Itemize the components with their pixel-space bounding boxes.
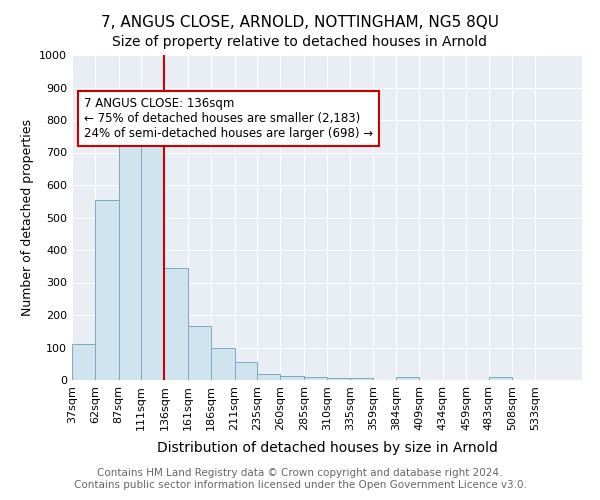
Bar xyxy=(327,378,350,380)
Bar xyxy=(396,378,419,380)
Bar xyxy=(188,326,211,380)
Text: Size of property relative to detached houses in Arnold: Size of property relative to detached ho… xyxy=(113,35,487,49)
X-axis label: Distribution of detached houses by size in Arnold: Distribution of detached houses by size … xyxy=(157,441,497,455)
Text: 7, ANGUS CLOSE, ARNOLD, NOTTINGHAM, NG5 8QU: 7, ANGUS CLOSE, ARNOLD, NOTTINGHAM, NG5 … xyxy=(101,15,499,30)
Bar xyxy=(280,376,304,380)
Bar xyxy=(164,268,188,380)
Bar xyxy=(257,374,280,380)
Bar xyxy=(304,377,327,380)
Bar xyxy=(235,362,257,380)
Bar xyxy=(72,344,95,380)
Bar xyxy=(350,378,373,380)
Text: 7 ANGUS CLOSE: 136sqm
← 75% of detached houses are smaller (2,183)
24% of semi-d: 7 ANGUS CLOSE: 136sqm ← 75% of detached … xyxy=(84,97,373,140)
Y-axis label: Number of detached properties: Number of detached properties xyxy=(20,119,34,316)
Bar xyxy=(141,130,164,380)
Bar xyxy=(119,128,141,380)
Text: Contains HM Land Registry data © Crown copyright and database right 2024.
Contai: Contains HM Land Registry data © Crown c… xyxy=(74,468,526,490)
Bar xyxy=(488,378,512,380)
Bar xyxy=(211,348,235,380)
Bar xyxy=(95,200,119,380)
